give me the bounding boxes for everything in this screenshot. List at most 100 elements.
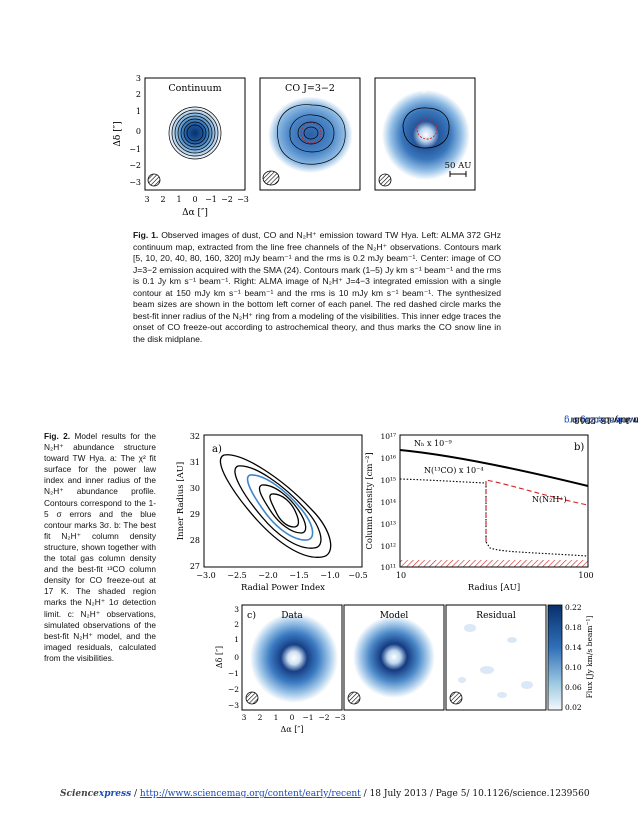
svg-text:29: 29 — [190, 510, 200, 519]
figure-2b-column-density: b) Nₕ x 10⁻⁹ N(¹³CO) x 10⁻⁴ N(N₂H⁺) 10¹⁷… — [365, 432, 594, 593]
fig1-y-ticks: 3 2 1 0 −1 −2 −3 — [129, 74, 141, 187]
fig1-y-label: Δδ [″] — [113, 121, 123, 146]
total-gas-line — [399, 449, 589, 487]
scale-bar-label: 50 AU — [445, 161, 472, 171]
beam-icon — [449, 691, 463, 705]
panel-title: CO J=3−2 — [285, 83, 335, 94]
panel-tag: c) — [247, 610, 256, 621]
panel-title: N₂H⁺ J=4−3 — [395, 83, 455, 94]
svg-text:32: 32 — [190, 432, 200, 441]
footer-citation: / 18 July 2013 / Page 5/ 10.1126/science… — [360, 789, 590, 799]
scale-bar — [449, 171, 467, 177]
caption-text: Model results for the N₂H⁺ abundance str… — [44, 431, 156, 663]
x-axis-label: Radius [AU] — [468, 583, 520, 593]
svg-text:0: 0 — [192, 195, 197, 204]
page-footer: Sciencexpress / http://www.sciencemag.or… — [60, 789, 590, 799]
svg-text:−1: −1 — [205, 195, 217, 204]
svg-text:−1.5: −1.5 — [289, 571, 308, 580]
svg-text:−3: −3 — [237, 195, 249, 204]
svg-text:0: 0 — [234, 653, 239, 662]
svg-text:−1: −1 — [302, 713, 313, 722]
svg-text:0.06: 0.06 — [565, 683, 582, 692]
svg-text:−3.0: −3.0 — [196, 571, 215, 580]
caption-label: Fig. 2. — [44, 431, 71, 441]
svg-text:−2: −2 — [228, 685, 239, 694]
svg-text:−1.0: −1.0 — [320, 571, 339, 580]
y-ticks: 10¹⁷ 10¹⁶ 10¹⁵ 10¹⁴ 10¹³ 10¹² 10¹¹ — [380, 432, 396, 572]
svg-text:2: 2 — [234, 620, 239, 629]
svg-text:−1: −1 — [228, 669, 239, 678]
svg-text:28: 28 — [190, 536, 200, 545]
y-axis-label: Column density [cm⁻²] — [365, 452, 375, 549]
caption-text: Observed images of dust, CO and N₂H⁺ emi… — [133, 230, 501, 344]
y-axis-label: Δδ [″] — [215, 646, 224, 668]
footer-brand: Science — [60, 789, 99, 799]
panel-tag: b) — [574, 442, 584, 453]
figure-1-caption: Fig. 1. Observed images of dust, CO and … — [133, 230, 501, 345]
label-n2h: N(N₂H⁺) — [532, 495, 567, 504]
svg-text:−1: −1 — [129, 145, 141, 154]
watermark-suffix: on July 18, 2013 — [574, 414, 638, 426]
footer-url-link[interactable]: http://www.sciencemag.org/content/early/… — [139, 789, 361, 799]
footer-brand-suffix: xpress — [98, 789, 132, 799]
x-ticks: 10 100 — [396, 571, 594, 580]
svg-text:0.18: 0.18 — [565, 623, 582, 632]
colorbar: 0.22 0.18 0.14 0.10 0.06 0.02 Flux [Jy k… — [547, 603, 594, 712]
y-ticks: 32 31 30 29 28 27 — [190, 432, 200, 571]
label-13co: N(¹³CO) x 10⁻⁴ — [424, 466, 484, 475]
svg-text:0.10: 0.10 — [565, 663, 582, 672]
figure-2c-maps: Data c) Model Residual 0.22 0.18 0.14 0.… — [215, 603, 594, 734]
label-total-gas: Nₕ x 10⁻⁹ — [414, 439, 452, 448]
beam-icon — [347, 691, 361, 705]
x-axis-label: Δα [″] — [281, 725, 304, 734]
n2h-line — [485, 479, 589, 542]
svg-text:1: 1 — [176, 195, 181, 204]
svg-text:0.02: 0.02 — [565, 703, 582, 712]
svg-text:31: 31 — [190, 458, 200, 467]
detection-limit-region — [400, 560, 588, 567]
co-panel: CO J=3−2 — [259, 77, 361, 191]
svg-text:−2.5: −2.5 — [227, 571, 246, 580]
continuum-panel: Continuum — [144, 77, 246, 191]
svg-text:−0.5: −0.5 — [348, 571, 367, 580]
caption-label: Fig. 1. — [133, 230, 159, 240]
svg-text:3: 3 — [242, 713, 247, 722]
x-ticks: 3 2 1 0 −1 −2 −3 — [242, 713, 346, 722]
svg-text:30: 30 — [190, 484, 200, 493]
model-panel: Model — [343, 604, 445, 711]
svg-text:−2: −2 — [129, 161, 141, 170]
svg-text:100: 100 — [578, 571, 593, 580]
colorbar-ticks: 0.22 0.18 0.14 0.10 0.06 0.02 — [565, 603, 582, 712]
svg-text:−2: −2 — [318, 713, 329, 722]
svg-text:3: 3 — [136, 74, 141, 83]
svg-text:10¹⁴: 10¹⁴ — [380, 498, 396, 507]
svg-text:2: 2 — [160, 195, 165, 204]
panel-title: Residual — [476, 611, 516, 621]
co-line — [399, 478, 589, 557]
svg-text:−3: −3 — [334, 713, 345, 722]
svg-text:2: 2 — [136, 90, 141, 99]
svg-text:0.14: 0.14 — [565, 643, 582, 652]
svg-text:−2: −2 — [221, 195, 233, 204]
n2h-panel: N₂H⁺ J=4−3 50 AU — [374, 77, 476, 191]
y-ticks: 3 2 1 0 −1 −2 −3 — [228, 605, 239, 710]
svg-text:1: 1 — [136, 107, 141, 116]
svg-text:−3: −3 — [228, 701, 239, 710]
x-ticks: −3.0 −2.5 −2.0 −1.5 −1.0 −0.5 — [196, 571, 367, 580]
download-watermark: Downloaded from www.sciencemag.org on Ju… — [564, 290, 638, 550]
svg-text:−3: −3 — [129, 178, 141, 187]
figure-1: Continuum CO J=3−2 N₂H⁺ J=4−3 50 AU 3 — [113, 74, 476, 218]
x-axis-label: Radial Power Index — [241, 583, 325, 593]
y-axis-label: Inner Radius [AU] — [176, 462, 186, 540]
panel-tag: a) — [212, 444, 222, 455]
figure-2-caption: Fig. 2. Model results for the N₂H⁺ abund… — [44, 431, 156, 664]
svg-text:10¹⁷: 10¹⁷ — [380, 432, 396, 441]
svg-text:10: 10 — [396, 571, 406, 580]
svg-text:2: 2 — [258, 713, 263, 722]
fig1-x-ticks: 3 2 1 0 −1 −2 −3 — [144, 195, 248, 204]
fig1-x-label: Δα [″] — [182, 208, 208, 218]
beam-icon — [378, 173, 392, 187]
svg-text:10¹⁵: 10¹⁵ — [380, 476, 396, 485]
residual-panel: Residual — [445, 604, 547, 711]
figure-2a-chi2-surface: a) 32 31 30 29 28 27 −3.0 −2.5 −2.0 −1.5… — [176, 432, 368, 593]
